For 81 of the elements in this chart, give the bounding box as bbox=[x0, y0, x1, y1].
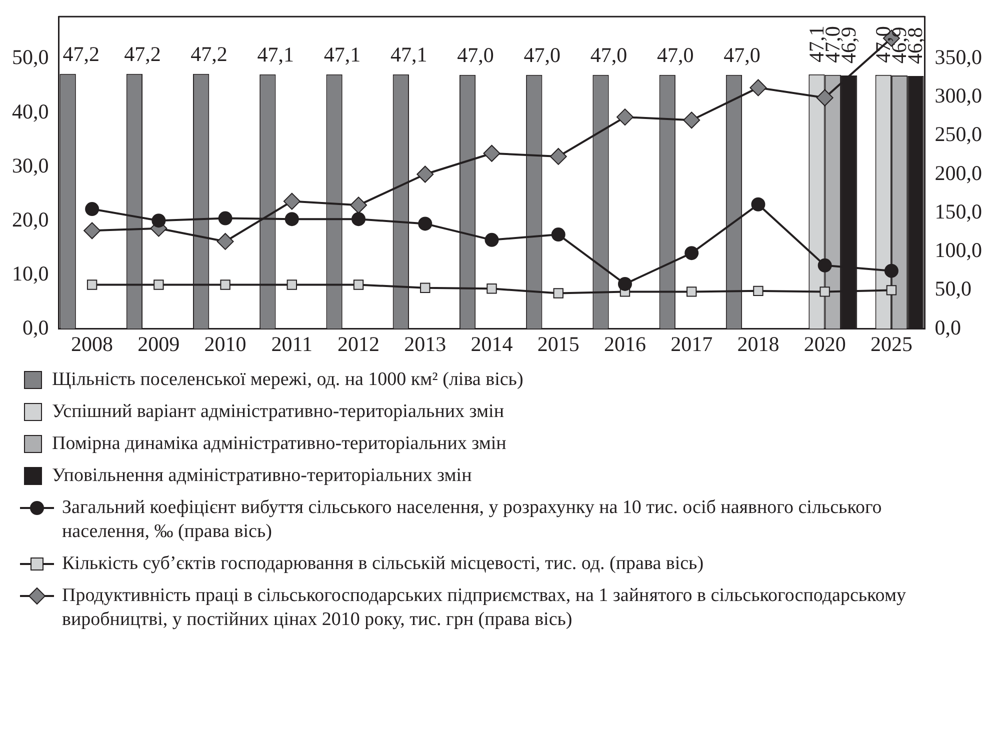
point bbox=[353, 280, 364, 290]
point bbox=[486, 284, 497, 294]
x-tick-label: 2014 bbox=[470, 332, 514, 356]
y2-tick-label: 100,0 bbox=[934, 238, 982, 262]
y2-tick-label: 0,0 bbox=[934, 315, 961, 340]
legend-label: Щільність поселенської мережі, од. на 1000 км² (ліва вісь) bbox=[52, 368, 524, 392]
x-tick-label: 2016 bbox=[604, 332, 646, 356]
point bbox=[750, 79, 767, 96]
point bbox=[154, 280, 164, 290]
point bbox=[753, 286, 764, 296]
point bbox=[350, 196, 368, 214]
y2-tick-label: 200,0 bbox=[934, 160, 982, 185]
y-tick-label: 10,0 bbox=[12, 261, 49, 286]
point bbox=[551, 228, 566, 242]
point bbox=[283, 192, 300, 210]
data-label: 47,2 bbox=[124, 42, 161, 66]
data-label: 47,0 bbox=[457, 42, 494, 67]
point bbox=[820, 286, 830, 297]
data-label: 47,2 bbox=[62, 42, 100, 66]
data-label: 47,1 bbox=[324, 42, 361, 66]
y-tick-label: 0,0 bbox=[22, 315, 49, 340]
point bbox=[152, 214, 166, 228]
point bbox=[484, 232, 499, 247]
y-tick-label: 20,0 bbox=[12, 207, 49, 232]
x-tick-label: 2012 bbox=[338, 332, 380, 356]
point bbox=[420, 282, 430, 293]
data-label: 47,1 bbox=[257, 42, 294, 66]
point bbox=[818, 258, 832, 272]
data-label: 47,2 bbox=[190, 42, 228, 66]
point bbox=[218, 211, 232, 226]
point bbox=[86, 280, 98, 290]
point bbox=[284, 212, 299, 226]
point bbox=[216, 232, 234, 250]
x-tick-label: 2008 bbox=[71, 332, 114, 356]
point bbox=[416, 166, 434, 183]
point bbox=[886, 285, 897, 296]
legend-label: Загальний коефіцієнт вибуття сільського населення, у розрахунку на 10 тис. осіб наявного сільського населення, ‰ (права вісь) bbox=[62, 496, 883, 544]
point bbox=[85, 202, 100, 216]
y-tick-label: 30,0 bbox=[12, 153, 49, 178]
data-label: 47,1 bbox=[390, 42, 428, 66]
y-tick-label: 50,0 bbox=[12, 45, 49, 70]
x-tick-label: 2015 bbox=[537, 332, 580, 356]
point bbox=[220, 280, 230, 290]
y2-tick-label: 150,0 bbox=[934, 199, 982, 224]
x-tick-label: 2017 bbox=[670, 332, 713, 356]
point bbox=[352, 212, 366, 226]
point bbox=[751, 197, 766, 212]
point bbox=[686, 286, 697, 297]
point bbox=[418, 216, 432, 231]
x-tick-label: 2011 bbox=[271, 332, 313, 356]
x-tick-label: 2018 bbox=[737, 332, 780, 356]
x-tick-label: 2010 bbox=[204, 332, 246, 356]
x-tick-label: 2009 bbox=[138, 332, 180, 356]
y-tick-label: 40,0 bbox=[12, 99, 49, 124]
point bbox=[84, 222, 101, 240]
point bbox=[618, 276, 632, 291]
point bbox=[616, 108, 634, 126]
y2-tick-label: 350,0 bbox=[934, 44, 982, 69]
point bbox=[550, 148, 567, 165]
data-label: 47,0 bbox=[656, 42, 694, 67]
data-label: 47,0 bbox=[590, 42, 628, 67]
x-tick-label: 2020 bbox=[804, 332, 846, 356]
point bbox=[483, 144, 500, 162]
x-tick-label: 2013 bbox=[404, 332, 446, 356]
legend-label: Продуктивність праці в сільськогосподарських підприємствах, на 1 зайнятого в сільськогосподарському виробництві, у постійних цінах 2010 року, тис. грн (права вісь) bbox=[62, 584, 907, 632]
x-tick-label: 2025 bbox=[870, 332, 912, 356]
point bbox=[884, 264, 898, 278]
legend-label: Уповільнення адміністративно-територіальних змін bbox=[52, 464, 472, 488]
legend-label: Успішний варіант адміністративно-територіальних змін bbox=[52, 400, 504, 424]
legend-label: Помірна динаміка адміністративно-територіальних змін bbox=[52, 432, 506, 456]
data-label: 47,0 bbox=[524, 42, 561, 67]
point bbox=[553, 288, 564, 298]
legend-label: Кількість суб’єктів господарювання в сільській місцевості, тис. од. (права вісь) bbox=[62, 552, 704, 576]
y2-tick-label: 250,0 bbox=[934, 122, 982, 146]
point bbox=[816, 89, 834, 106]
point bbox=[684, 246, 699, 260]
y2-tick-label: 50,0 bbox=[934, 276, 972, 301]
point bbox=[683, 112, 700, 129]
point bbox=[286, 280, 297, 290]
data-label: 47,0 bbox=[724, 42, 760, 67]
y2-tick-label: 300,0 bbox=[934, 83, 982, 108]
